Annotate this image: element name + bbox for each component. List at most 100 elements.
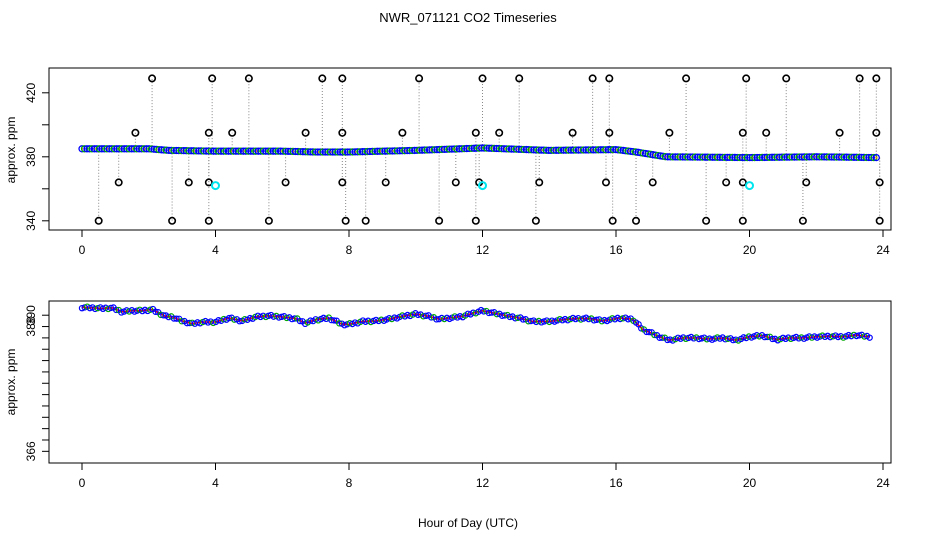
baseline-point bbox=[850, 153, 858, 161]
baseline-point bbox=[115, 145, 123, 153]
mid-outlier-point bbox=[228, 128, 237, 137]
baseline-point bbox=[726, 153, 734, 162]
upper-panel: approx. ppm 0 4 8 12 16 20 24 340 380 420 bbox=[4, 67, 892, 257]
mid-outlier-point bbox=[471, 128, 480, 137]
baseline-point bbox=[445, 145, 454, 153]
low-outlier-point bbox=[168, 216, 177, 225]
baseline-point bbox=[157, 146, 166, 154]
y-tick-label: 388 bbox=[24, 316, 38, 336]
high-outlier-point bbox=[478, 74, 487, 83]
x-tick-label: 8 bbox=[346, 476, 353, 490]
low-outlier-point bbox=[471, 216, 480, 225]
baseline-point bbox=[418, 146, 426, 154]
baseline-point bbox=[530, 146, 538, 154]
series-point bbox=[107, 304, 115, 312]
baseline-point bbox=[363, 147, 372, 156]
baseline-point bbox=[507, 145, 516, 153]
baseline-point bbox=[549, 146, 558, 154]
baseline-point bbox=[185, 147, 193, 155]
baseline-point bbox=[383, 147, 391, 155]
baseline-point bbox=[847, 153, 856, 161]
baseline-point bbox=[209, 147, 218, 155]
y-tick-label: 366 bbox=[24, 441, 38, 461]
baseline-point bbox=[227, 147, 235, 155]
baseline-point bbox=[316, 148, 324, 156]
baseline-point bbox=[269, 147, 277, 155]
baseline-point bbox=[440, 145, 449, 154]
baseline-point bbox=[247, 147, 255, 155]
baseline-point bbox=[564, 146, 573, 154]
baseline-point bbox=[852, 153, 861, 161]
high-outlier-point bbox=[318, 74, 327, 83]
baseline-point bbox=[376, 147, 384, 155]
flagged-point bbox=[211, 181, 220, 191]
baseline-point bbox=[701, 153, 709, 161]
upper-axes: 0 4 8 12 16 20 24 340 380 420 bbox=[24, 82, 890, 257]
baseline-point bbox=[751, 153, 759, 162]
baseline-point bbox=[195, 147, 203, 155]
baseline-point bbox=[867, 153, 876, 162]
mid-outlier-point bbox=[738, 128, 747, 137]
low-outlier-point bbox=[435, 216, 444, 225]
high-outlier-point bbox=[515, 74, 524, 83]
baseline-point bbox=[420, 146, 429, 154]
baseline-point bbox=[289, 147, 297, 156]
baseline-point bbox=[872, 153, 880, 162]
baseline-point bbox=[294, 147, 302, 156]
baseline-point bbox=[780, 153, 789, 161]
baseline-point bbox=[443, 145, 451, 153]
baseline-point bbox=[346, 148, 354, 156]
baseline-point bbox=[470, 144, 478, 152]
low-outlier-point bbox=[264, 216, 273, 225]
mid-outlier-point bbox=[665, 128, 674, 137]
baseline-point bbox=[619, 146, 627, 155]
baseline-point bbox=[408, 146, 416, 155]
baseline-point bbox=[388, 147, 396, 155]
baseline-point bbox=[810, 153, 818, 161]
baseline-point bbox=[425, 146, 434, 154]
baseline-point bbox=[594, 146, 602, 154]
high-outlier-point bbox=[338, 74, 347, 83]
baseline-point bbox=[329, 148, 337, 156]
baseline-point bbox=[554, 146, 563, 154]
baseline-point bbox=[552, 146, 560, 154]
baseline-point bbox=[753, 153, 761, 162]
baseline-point bbox=[765, 153, 774, 162]
lower-ylabel: approx. ppm bbox=[4, 349, 18, 416]
mid-outlier-point bbox=[281, 178, 290, 187]
baseline-point bbox=[688, 153, 697, 161]
baseline-point bbox=[860, 153, 868, 162]
baseline-point bbox=[577, 146, 585, 154]
baseline-point bbox=[731, 153, 739, 162]
baseline-point bbox=[229, 147, 238, 155]
series-point bbox=[291, 315, 298, 322]
baseline-point bbox=[105, 145, 113, 153]
baseline-point bbox=[537, 146, 545, 154]
baseline-point bbox=[592, 146, 600, 154]
baseline-point bbox=[855, 153, 863, 162]
high-outlier-point bbox=[244, 74, 253, 83]
baseline-point bbox=[567, 146, 575, 154]
baseline-point bbox=[450, 145, 458, 153]
x-tick-label: 8 bbox=[346, 243, 353, 257]
baseline-point bbox=[152, 145, 161, 154]
baseline-point bbox=[865, 153, 873, 162]
baseline-point bbox=[666, 153, 674, 161]
x-tick-label: 0 bbox=[79, 243, 86, 257]
baseline-point bbox=[760, 153, 769, 162]
baseline-point bbox=[80, 145, 89, 153]
mid-outlier-point bbox=[872, 128, 881, 137]
baseline-point bbox=[428, 146, 436, 154]
mid-outlier-point bbox=[204, 128, 213, 137]
baseline-point bbox=[118, 145, 126, 153]
baseline-point bbox=[818, 153, 826, 161]
baseline-point bbox=[276, 147, 285, 155]
baseline-point bbox=[207, 147, 215, 155]
baseline-point bbox=[813, 153, 821, 161]
mid-outlier-point bbox=[381, 178, 390, 187]
baseline-point bbox=[512, 145, 521, 153]
high-outlier-point bbox=[588, 74, 597, 83]
mid-outlier-point bbox=[605, 128, 614, 137]
series-point bbox=[330, 317, 338, 324]
baseline-point bbox=[579, 146, 588, 154]
